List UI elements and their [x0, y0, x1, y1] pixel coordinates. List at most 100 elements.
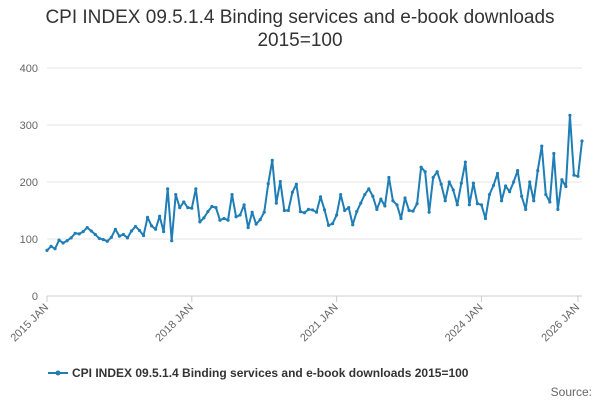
data-point — [391, 199, 395, 203]
data-point — [564, 184, 568, 189]
data-point — [495, 171, 500, 176]
data-point — [109, 235, 113, 239]
data-point — [411, 209, 415, 213]
data-point — [552, 151, 556, 156]
y-axis: 0 100 200 300 400 — [20, 63, 38, 303]
x-axis: 2015 JAN 2018 JAN 2021 JAN 2024 JAN 2026 JAN — [8, 295, 582, 345]
data-point — [137, 228, 142, 233]
data-point — [89, 229, 93, 233]
data-point — [105, 239, 109, 243]
x-tick-label: 2024 JAN — [443, 302, 486, 345]
data-point — [576, 174, 580, 178]
data-point — [343, 208, 347, 213]
data-point — [298, 210, 303, 214]
data-point — [326, 223, 331, 227]
x-tick-label: 2018 JAN — [153, 302, 196, 345]
data-point — [459, 181, 463, 185]
chart-legend[interactable]: CPI INDEX 09.5.1.4 Binding services and … — [48, 366, 469, 380]
data-point — [483, 216, 488, 221]
data-point — [322, 208, 327, 212]
data-point — [210, 204, 214, 209]
data-point — [347, 206, 351, 210]
data-point — [371, 194, 375, 198]
data-point — [516, 169, 520, 173]
series-line — [46, 114, 583, 252]
data-point — [363, 192, 367, 197]
data-point — [302, 211, 307, 215]
data-point — [113, 227, 117, 231]
data-point — [230, 192, 234, 197]
data-point — [379, 197, 383, 201]
data-point — [246, 226, 250, 230]
source-label: Source: — [551, 385, 592, 399]
data-point — [507, 190, 512, 194]
data-point — [447, 180, 451, 184]
data-point — [97, 236, 101, 241]
data-point — [206, 210, 210, 214]
data-point — [439, 182, 443, 186]
data-point — [331, 222, 335, 226]
data-point — [524, 207, 528, 211]
chart-gridlines — [47, 67, 582, 240]
data-point — [335, 213, 339, 217]
data-point — [471, 181, 475, 185]
data-point — [451, 188, 455, 192]
data-point — [278, 179, 282, 184]
data-point — [306, 207, 311, 211]
data-point — [286, 208, 290, 213]
data-point — [435, 170, 439, 174]
data-point — [194, 187, 198, 191]
x-tick-label: 2015 JAN — [8, 302, 51, 345]
y-tick-label: 400 — [20, 63, 38, 75]
data-point — [399, 216, 403, 221]
data-point — [145, 215, 150, 219]
data-point — [290, 190, 294, 194]
data-point — [133, 224, 138, 229]
data-point — [214, 206, 218, 210]
data-point — [270, 158, 274, 162]
data-point — [117, 234, 122, 238]
data-point — [415, 202, 419, 206]
plot-area — [45, 113, 584, 252]
data-point — [198, 220, 202, 224]
chart-title: CPI INDEX 09.5.1.4 Binding services and … — [0, 6, 600, 52]
data-point — [503, 184, 508, 188]
data-point — [178, 206, 182, 210]
data-point — [310, 208, 315, 212]
data-point — [190, 206, 194, 210]
data-point — [202, 216, 206, 220]
data-point — [274, 201, 278, 205]
data-point — [536, 169, 540, 173]
data-point — [262, 210, 266, 214]
x-tick-label: 2021 JAN — [298, 302, 341, 345]
data-point — [532, 199, 536, 203]
data-point — [166, 187, 170, 191]
data-point — [121, 232, 126, 237]
y-tick-label: 200 — [20, 177, 38, 189]
data-point — [556, 207, 560, 211]
data-point — [254, 222, 258, 226]
data-point — [540, 144, 544, 148]
data-point — [544, 192, 548, 197]
data-point — [158, 214, 162, 218]
data-point — [580, 139, 584, 143]
data-point — [387, 175, 391, 180]
data-point — [427, 210, 431, 214]
data-point — [314, 210, 319, 214]
data-point — [242, 203, 246, 207]
data-point — [351, 223, 355, 227]
data-point — [431, 175, 435, 180]
data-point — [568, 113, 572, 117]
data-point — [53, 247, 57, 251]
data-point — [234, 215, 238, 219]
data-point — [49, 244, 53, 249]
data-point — [266, 182, 270, 186]
data-point — [282, 208, 286, 213]
legend-label: CPI INDEX 09.5.1.4 Binding services and … — [72, 366, 469, 380]
data-point — [258, 218, 262, 222]
data-point — [528, 180, 532, 184]
data-point — [182, 200, 186, 204]
data-point — [499, 199, 504, 203]
data-point — [355, 210, 359, 214]
